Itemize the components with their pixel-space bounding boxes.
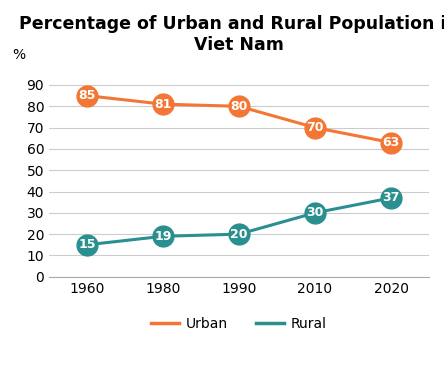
Title: Percentage of Urban and Rural Population in
Viet Nam: Percentage of Urban and Rural Population… (19, 15, 444, 54)
Text: 63: 63 (382, 136, 400, 149)
Text: 20: 20 (230, 227, 248, 241)
Text: 37: 37 (382, 191, 400, 205)
Legend: Urban, Rural: Urban, Rural (146, 311, 332, 336)
Text: 30: 30 (306, 207, 324, 219)
Text: 15: 15 (78, 238, 96, 251)
Text: 85: 85 (79, 89, 96, 102)
Text: 80: 80 (230, 100, 248, 113)
Text: 70: 70 (306, 121, 324, 134)
Text: 19: 19 (155, 230, 172, 243)
Text: %: % (12, 48, 25, 62)
Text: 81: 81 (155, 98, 172, 110)
